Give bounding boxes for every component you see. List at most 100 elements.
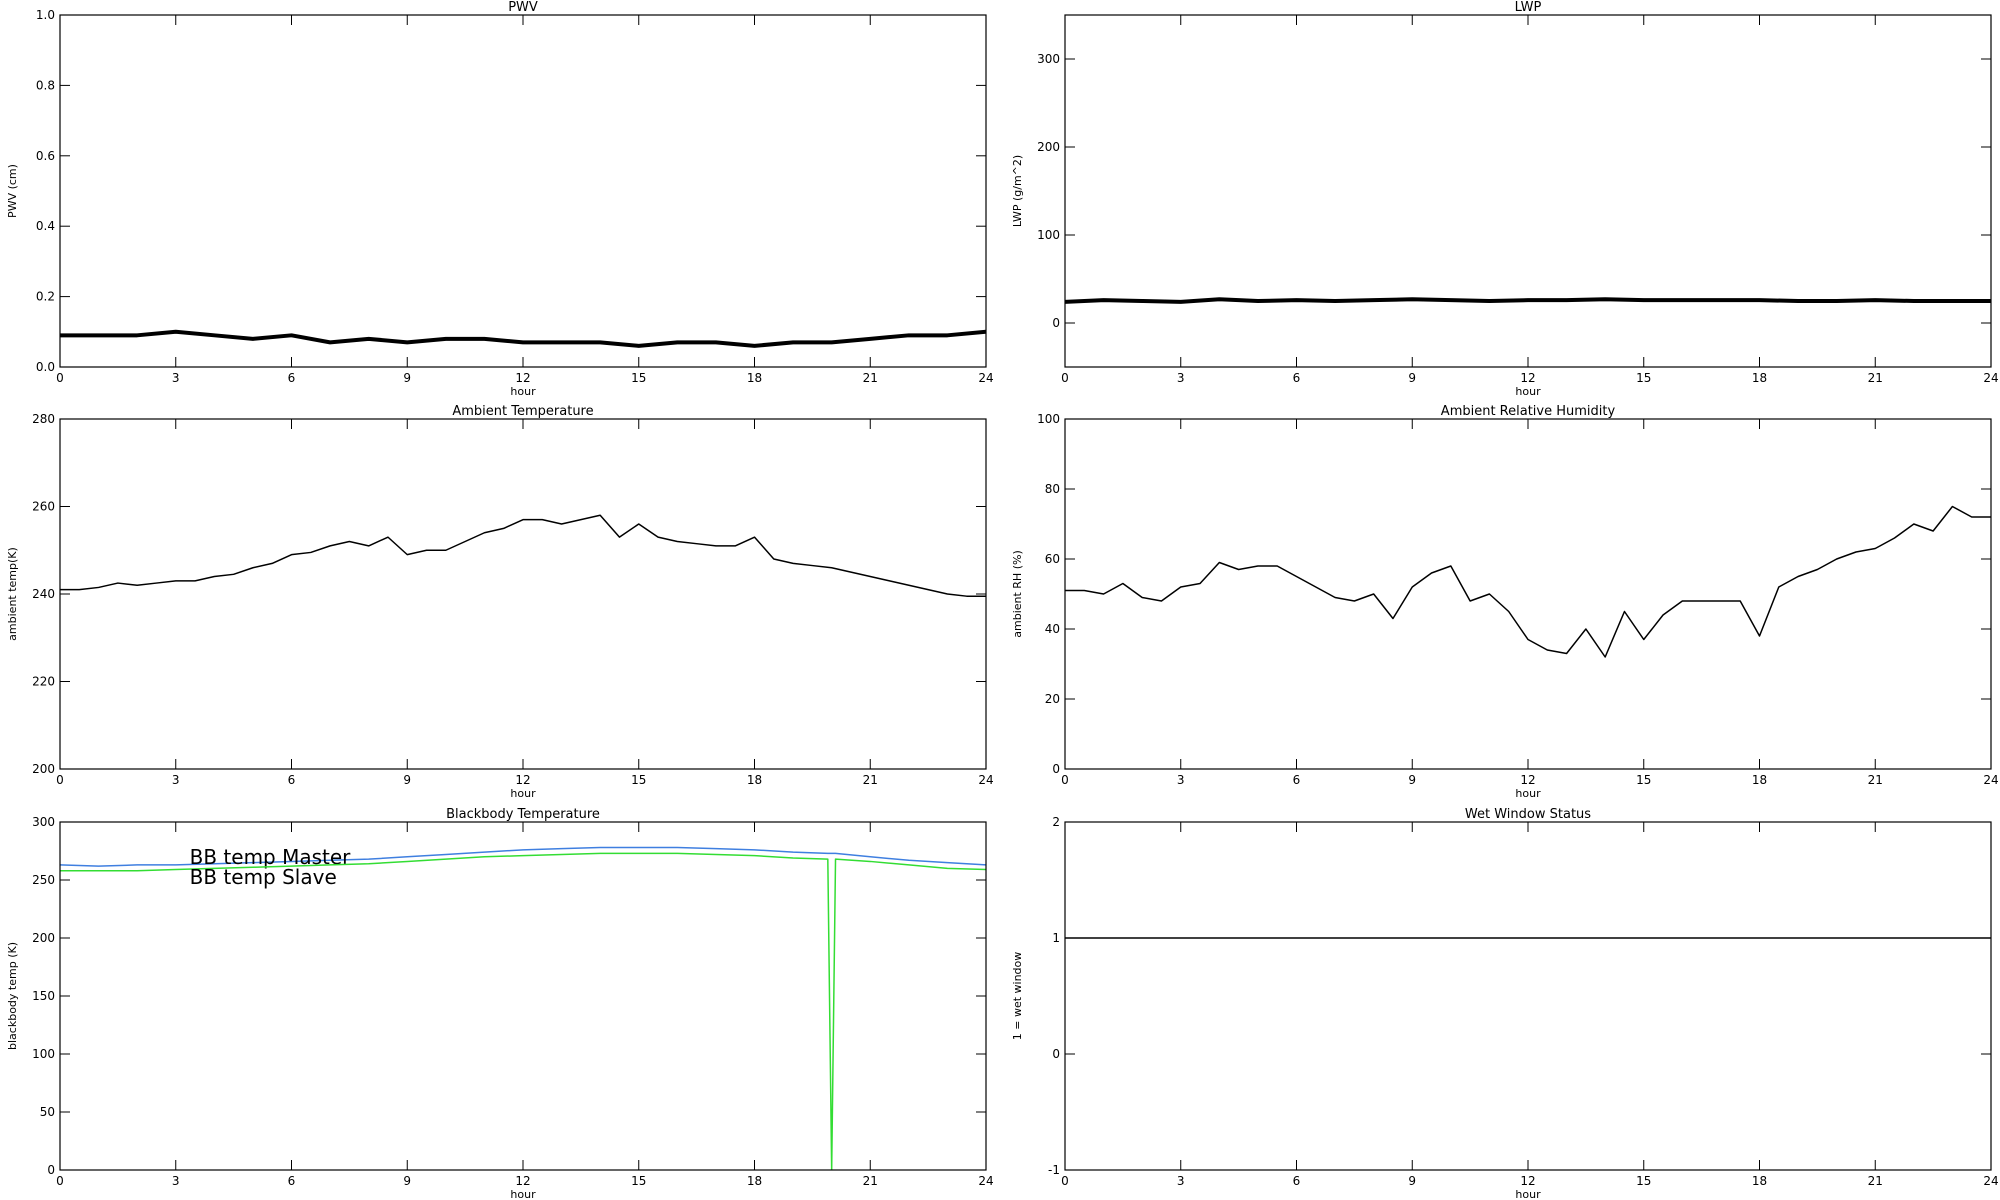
- x-tick-label: 12: [515, 1174, 530, 1188]
- y-tick-label: 20: [1045, 692, 1060, 706]
- x-tick-label: 15: [1636, 773, 1651, 787]
- y-tick-label: 260: [32, 500, 55, 514]
- x-tick-label: 3: [1177, 371, 1185, 385]
- y-tick-label: 150: [32, 989, 55, 1003]
- x-tick-label: 9: [1408, 371, 1416, 385]
- y-axis-label: ambient temp(K): [6, 547, 19, 641]
- x-tick-label: 15: [1636, 371, 1651, 385]
- x-axis-label: hour: [1515, 1188, 1541, 1200]
- y-tick-label: 280: [32, 412, 55, 426]
- x-tick-label: 3: [1177, 1174, 1185, 1188]
- data-line: [1065, 505, 1991, 658]
- x-tick-label: 18: [747, 371, 762, 385]
- plot-area: [60, 329, 986, 348]
- x-axis-label: hour: [510, 1188, 536, 1200]
- x-tick-label: 6: [288, 1174, 296, 1188]
- x-tick-label: 12: [515, 773, 530, 787]
- x-tick-label: 24: [1983, 1174, 1998, 1188]
- x-tick-label: 15: [631, 773, 646, 787]
- x-tick-label: 0: [56, 1174, 64, 1188]
- panel: Wet Window Status hour 1 = wet window 0 3 6 9 1…: [1011, 807, 1999, 1200]
- x-tick-label: 6: [288, 371, 296, 385]
- x-tick-label: 15: [631, 1174, 646, 1188]
- plot-frame: [59, 14, 987, 368]
- x-tick-label: 12: [1520, 773, 1535, 787]
- panel: Ambient Temperature hour ambient temp(K) 0 3…: [6, 404, 994, 800]
- y-tick-label: 0.2: [36, 290, 55, 304]
- x-tick-label: 18: [747, 773, 762, 787]
- x-tick-label: 3: [172, 1174, 180, 1188]
- x-tick-label: 9: [403, 371, 411, 385]
- panel-title: Ambient Temperature: [452, 404, 593, 419]
- panel: PWV hour PWV (cm) 0 3 6 9 12 15 18 21 24 0.0 0.2 0.4 0.…: [6, 0, 994, 398]
- y-tick-label: 250: [32, 873, 55, 887]
- x-tick-label: 9: [1408, 773, 1416, 787]
- y-tick-label: 0.0: [36, 360, 55, 374]
- x-tick-label: 18: [747, 1174, 762, 1188]
- plot-frame: [59, 821, 987, 1171]
- panel-title: LWP: [1515, 0, 1542, 15]
- plot-frame: [1064, 418, 1992, 770]
- plot-area: [1065, 505, 1991, 658]
- y-tick-label: 60: [1045, 552, 1060, 566]
- x-tick-label: 21: [863, 1174, 878, 1188]
- x-tick-label: 3: [172, 773, 180, 787]
- x-tick-label: 9: [403, 773, 411, 787]
- x-tick-label: 12: [1520, 1174, 1535, 1188]
- y-tick-label: 1: [1052, 931, 1060, 945]
- x-axis-label: hour: [510, 385, 536, 398]
- x-tick-label: 21: [863, 371, 878, 385]
- y-axis-label: blackbody temp (K): [6, 942, 19, 1050]
- y-axis-label: LWP (g/m^2): [1011, 155, 1024, 227]
- x-tick-label: 15: [631, 371, 646, 385]
- y-tick-label: 200: [32, 762, 55, 776]
- y-tick-label: 0: [47, 1163, 55, 1177]
- x-tick-label: 24: [978, 371, 993, 385]
- x-tick-label: 12: [1520, 371, 1535, 385]
- data-line: [60, 329, 986, 348]
- x-tick-label: 0: [1061, 1174, 1069, 1188]
- x-tick-label: 0: [1061, 773, 1069, 787]
- y-tick-label: 200: [32, 931, 55, 945]
- y-tick-label: 100: [1037, 228, 1060, 242]
- y-tick-label: 300: [32, 815, 55, 829]
- x-tick-label: 3: [172, 371, 180, 385]
- y-tick-label: 200: [1037, 140, 1060, 154]
- panel: Ambient Relative Humidity hour ambient RH …: [1011, 404, 1999, 800]
- y-axis-label: PWV (cm): [6, 164, 19, 218]
- panel-title: Blackbody Temperature: [446, 807, 600, 822]
- y-tick-label: 0.6: [36, 149, 55, 163]
- x-axis-label: hour: [1515, 385, 1541, 398]
- data-line: [60, 514, 986, 597]
- x-tick-label: 3: [1177, 773, 1185, 787]
- x-tick-label: 21: [863, 773, 878, 787]
- plot-area: [60, 514, 986, 597]
- y-tick-label: 2: [1052, 815, 1060, 829]
- y-tick-label: 50: [40, 1105, 55, 1119]
- y-tick-label: 100: [32, 1047, 55, 1061]
- data-line: [1065, 297, 1991, 304]
- y-axis-label: ambient RH (%): [1011, 550, 1024, 638]
- x-tick-label: 24: [978, 1174, 993, 1188]
- x-tick-label: 21: [1868, 371, 1883, 385]
- y-tick-label: 0: [1052, 762, 1060, 776]
- x-tick-label: 6: [1293, 371, 1301, 385]
- x-tick-label: 12: [515, 371, 530, 385]
- x-tick-label: 6: [1293, 1174, 1301, 1188]
- x-tick-label: 24: [978, 773, 993, 787]
- y-tick-label: 220: [32, 675, 55, 689]
- panel-title: Wet Window Status: [1465, 807, 1591, 822]
- x-tick-label: 0: [56, 773, 64, 787]
- plot-area: [1065, 297, 1991, 304]
- x-tick-label: 0: [1061, 371, 1069, 385]
- x-tick-label: 6: [1293, 773, 1301, 787]
- x-tick-label: 21: [1868, 1174, 1883, 1188]
- legend-entry: BB temp Slave: [190, 865, 337, 889]
- x-tick-label: 21: [1868, 773, 1883, 787]
- x-tick-label: 18: [1752, 1174, 1767, 1188]
- data-line: [60, 846, 986, 867]
- x-tick-label: 0: [56, 371, 64, 385]
